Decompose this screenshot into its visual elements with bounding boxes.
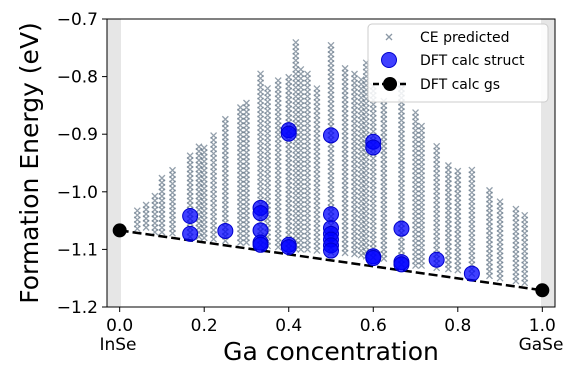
ce-predicted-marker <box>433 142 441 150</box>
legend-marker-dft-calc-struct <box>381 52 397 68</box>
x-tick-label: 0.6 <box>360 316 387 336</box>
dft-calc-struct-point <box>323 127 339 144</box>
ce-predicted-marker <box>297 65 305 73</box>
ce-predicted-marker <box>210 132 218 139</box>
ce-predicted-marker <box>496 198 504 206</box>
ce-predicted-marker <box>264 84 272 92</box>
y-tick-label: −0.9 <box>57 125 98 145</box>
y-tick-label: −1.2 <box>57 298 98 318</box>
y-tick-label: −0.7 <box>57 10 98 30</box>
ce-predicted-marker <box>142 201 150 209</box>
ce-predicted-marker <box>313 85 321 93</box>
dft-calc-struct-point <box>323 242 339 259</box>
x-axis-title: Ga concentration <box>223 337 439 365</box>
ce-predicted-marker <box>186 152 194 160</box>
dft-calc-struct-point <box>393 220 410 237</box>
y-axis-title: Formation Energy (eV) <box>15 22 44 304</box>
ce-predicted-marker <box>468 166 476 174</box>
dft-calc-struct-point <box>323 206 339 223</box>
dft-calc-struct-point <box>217 222 234 239</box>
ce-predicted-marker <box>236 104 244 111</box>
left-end-label: InSe <box>99 335 136 355</box>
ce-predicted-marker <box>412 109 419 116</box>
left-endpoint-band <box>107 19 121 307</box>
ce-predicted-marker <box>512 205 520 213</box>
ce-predicted-marker <box>327 41 335 49</box>
x-tick-label: 0.8 <box>444 316 471 336</box>
ce-predicted-marker <box>486 186 493 194</box>
ce-predicted-marker <box>357 76 365 84</box>
ce-predicted-marker <box>285 73 293 81</box>
right-end-label: GaSe <box>519 335 564 355</box>
y-axis-ticks: −1.2 −1.1 −1.0 −0.9 −0.8 −0.7 <box>57 10 107 318</box>
legend-label-ce-predicted: CE predicted <box>420 30 509 46</box>
plot-area <box>106 18 556 308</box>
ce-predicted-marker <box>158 174 166 182</box>
dft-calc-struct-point <box>365 250 382 267</box>
ce-predicted-marker <box>521 211 529 219</box>
ce-predicted-marker <box>151 192 159 200</box>
dft-calc-struct-series <box>182 122 480 282</box>
plot-frame <box>106 18 556 308</box>
dft-calc-struct-point <box>365 139 382 156</box>
ce-predicted-marker <box>243 99 250 107</box>
legend: CE predicted DFT calc struct DFT calc gs <box>367 23 549 103</box>
legend-label-dft-calc-struct: DFT calc struct <box>420 53 525 69</box>
ce-predicted-marker <box>133 207 141 215</box>
dft-calc-struct-point <box>182 207 199 224</box>
x-axis-ticks: 0.0 0.2 0.4 0.6 0.8 1.0 <box>106 307 556 336</box>
y-tick-label: −0.8 <box>57 68 98 88</box>
x-tick-label: 0.2 <box>191 316 218 336</box>
legend-marker-ce-predicted <box>385 33 393 41</box>
ce-predicted-marker <box>195 143 203 151</box>
ce-predicted-marker <box>304 70 311 78</box>
dft-calc-struct-point <box>252 205 269 222</box>
dft-calc-struct-point <box>280 125 297 142</box>
legend-box <box>367 23 549 103</box>
ce-predicted-marker <box>274 77 282 85</box>
ce-predicted-marker <box>221 115 229 123</box>
ce-predicted-marker <box>454 167 462 175</box>
dft-calc-struct-point <box>280 239 297 256</box>
dft-calc-gs-point <box>112 223 127 238</box>
x-tick-label: 1.0 <box>529 316 556 336</box>
dft-calc-struct-point <box>393 256 410 273</box>
ce-predicted-marker <box>418 122 426 130</box>
ce-predicted-marker <box>292 38 300 46</box>
ce-predicted-marker <box>341 64 349 72</box>
dft-calc-struct-point <box>428 251 445 268</box>
ce-predicted-marker <box>200 144 208 152</box>
dft-calc-gs-series <box>112 223 550 298</box>
dft-calc-struct-point <box>252 236 269 253</box>
y-tick-label: −1.0 <box>57 183 98 203</box>
dft-calc-gs-point <box>535 283 550 298</box>
legend-marker-dft-calc-gs <box>383 77 397 91</box>
ce-predicted-marker <box>351 70 358 78</box>
x-tick-label: 0.4 <box>275 316 302 336</box>
y-tick-label: −1.1 <box>57 240 98 260</box>
ce-predicted-marker <box>257 70 265 78</box>
legend-label-dft-calc-gs: DFT calc gs <box>420 77 500 93</box>
x-tick-label: 0.0 <box>106 316 133 336</box>
dft-calc-struct-point <box>182 225 199 242</box>
dft-calc-struct-point <box>463 265 480 282</box>
ce-predicted-marker <box>169 166 176 174</box>
ce-predicted-marker <box>444 162 452 169</box>
